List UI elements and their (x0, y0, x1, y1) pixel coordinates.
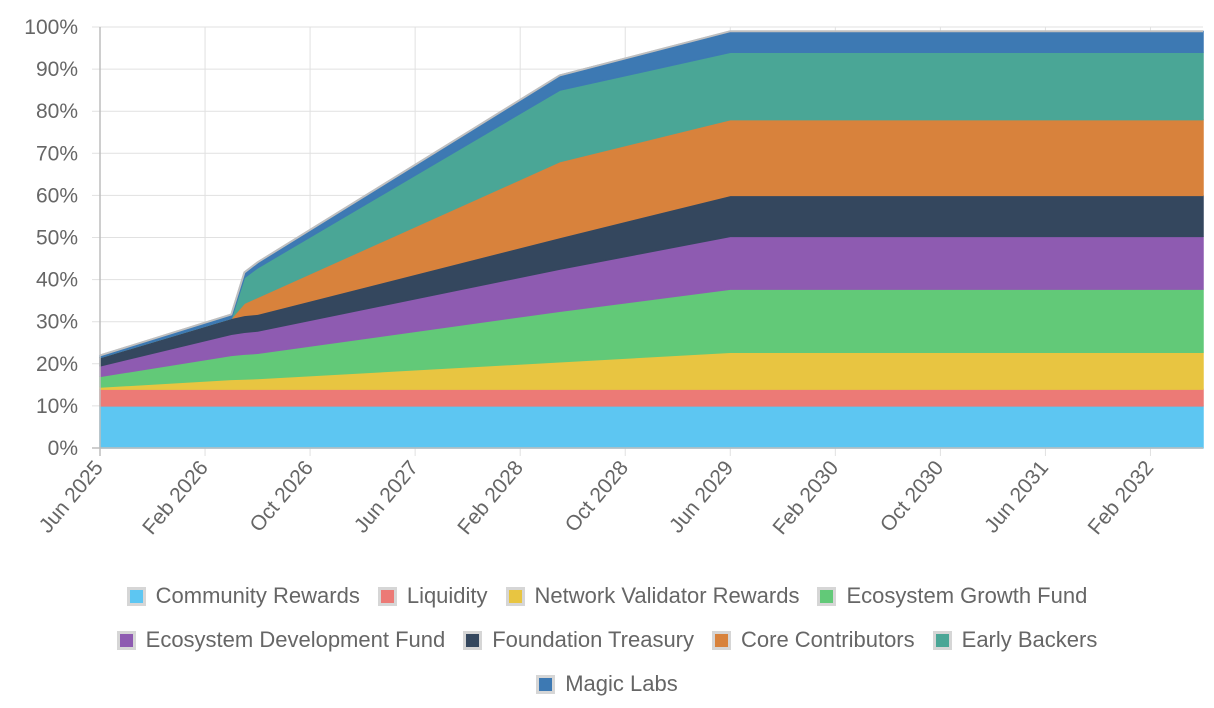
legend-swatch (712, 630, 731, 650)
legend-swatch (126, 586, 146, 606)
y-tick-label: 40% (36, 269, 78, 292)
x-tick-label: Feb 2028 (453, 456, 528, 539)
y-tick-label: 20% (36, 353, 78, 376)
legend-swatch (505, 586, 525, 606)
legend-swatch (377, 586, 397, 606)
legend-label: Liquidity (406, 583, 488, 608)
x-tick-label: Feb 2026 (138, 456, 213, 539)
legend-label: Magic Labs (565, 671, 678, 696)
y-tick-label: 80% (36, 100, 78, 123)
y-tick-label: 50% (36, 227, 78, 250)
stack-top-outline (99, 30, 1203, 357)
x-tick-label: Feb 2030 (768, 456, 843, 539)
y-tick-label: 30% (36, 311, 78, 334)
legend-label: Early Backers (961, 627, 1098, 652)
legend-label: Foundation Treasury (492, 627, 694, 652)
y-tick-label: 60% (36, 184, 78, 207)
legend-swatch (817, 586, 837, 606)
y-tick-label: 0% (48, 437, 78, 460)
legend-item[interactable]: Ecosystem Development Fund (116, 627, 446, 653)
y-tick-label: 90% (36, 58, 78, 81)
legend-swatch (463, 630, 483, 650)
vesting-chart: 0% 10% 20% 30% 40% 50% 60% 70% 80% 90% 100% Jun 20… (24, 16, 1204, 539)
legend-row: Community Rewards Liquidity Network Valida… (0, 574, 1214, 618)
legend-label: Core Contributors (741, 627, 915, 652)
legend-swatch (932, 630, 952, 650)
area-series (99, 405, 1204, 449)
x-tick-label: Oct 2028 (561, 456, 633, 536)
legend-item[interactable]: Magic Labs (536, 671, 678, 697)
legend-row: Ecosystem Development Fund Foundation Tre… (0, 618, 1214, 662)
x-axis-tick-labels: Jun 2025 Feb 2026 Oct 2026 Jun 2027 Feb 2028… (35, 456, 1159, 539)
area-series (99, 388, 1204, 407)
y-tick-label: 10% (36, 395, 78, 418)
legend-item[interactable]: Core Contributors (712, 627, 915, 653)
legend-item[interactable]: Ecosystem Growth Fund (817, 583, 1087, 609)
y-tick-label: 100% (24, 16, 78, 39)
x-tick-label: Oct 2030 (876, 456, 948, 536)
x-tick-label: Jun 2031 (980, 456, 1053, 537)
y-tick-label: 70% (36, 142, 78, 165)
legend-item[interactable]: Community Rewards (126, 583, 360, 609)
x-tick-label: Jun 2025 (35, 456, 108, 537)
x-tick-label: Jun 2029 (665, 456, 738, 537)
legend-item[interactable]: Foundation Treasury (463, 627, 694, 653)
chart-legend: Community Rewards Liquidity Network Valida… (0, 574, 1214, 706)
legend-swatch (536, 674, 556, 694)
legend-label: Network Validator Rewards (534, 583, 800, 608)
legend-row: Magic Labs (0, 662, 1214, 706)
y-axis-tick-labels: 0% 10% 20% 30% 40% 50% 60% 70% 80% 90% 100% (24, 16, 78, 460)
legend-label: Ecosystem Development Fund (145, 627, 446, 652)
legend-swatch (116, 630, 136, 650)
x-tick-label: Jun 2027 (350, 456, 423, 537)
x-tick-label: Feb 2032 (1084, 456, 1159, 539)
legend-item[interactable]: Liquidity (377, 583, 488, 609)
legend-label: Ecosystem Growth Fund (846, 583, 1088, 608)
chart-areas (99, 30, 1204, 449)
x-tick-label: Oct 2026 (246, 456, 318, 536)
legend-item[interactable]: Early Backers (932, 627, 1098, 653)
legend-label: Community Rewards (155, 583, 360, 608)
chart-axes (92, 27, 1203, 456)
legend-item[interactable]: Network Validator Rewards (505, 583, 800, 609)
